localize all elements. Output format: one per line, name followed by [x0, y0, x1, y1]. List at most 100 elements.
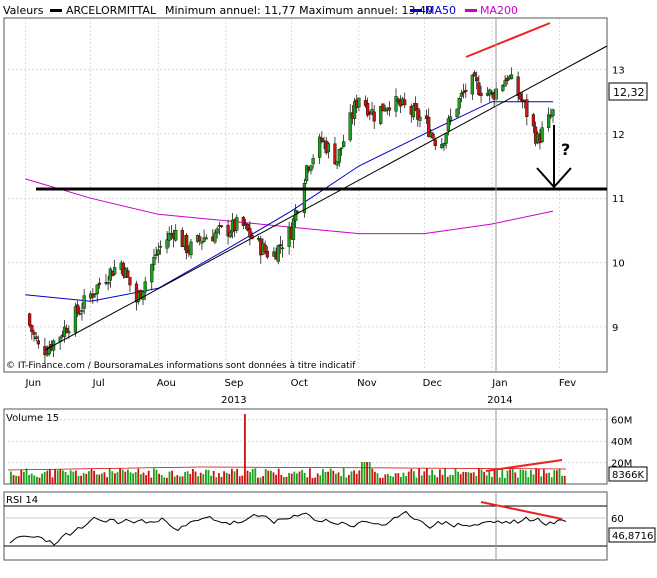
volume-bar [457, 471, 459, 484]
candle-body [442, 143, 446, 147]
volume-bar [251, 468, 254, 484]
month-label: Dec [423, 378, 442, 389]
source-note: © IT-Finance.com / BoursoramaLes informa… [6, 360, 356, 371]
candle-body [276, 245, 280, 262]
volume-bar [413, 471, 415, 484]
volume-bar [488, 469, 491, 484]
volume-bar [454, 468, 457, 484]
volume-bar [316, 473, 319, 484]
volume-bar [436, 477, 439, 484]
volume-bar [41, 473, 43, 484]
volume-bar [553, 470, 556, 484]
volume-bar [171, 470, 173, 484]
volume-bar [220, 476, 223, 484]
volume-bar [433, 474, 436, 484]
candle-body [226, 224, 230, 237]
candle-body [128, 277, 132, 286]
volume-bar [277, 468, 280, 484]
volume-bar [345, 477, 348, 484]
volume-bar [407, 471, 410, 484]
candle-body [156, 249, 160, 255]
candle-body [531, 114, 535, 127]
valeurs-label: Valeurs [3, 4, 44, 17]
candle-body [143, 281, 147, 293]
volume-bar [470, 472, 472, 484]
candle-body [263, 244, 267, 252]
volume-bar [509, 469, 511, 484]
month-label: Oct [291, 378, 308, 389]
volume-bar [116, 472, 119, 484]
volume-bar [389, 476, 392, 484]
volume-bar [527, 477, 530, 484]
candle-body [503, 80, 507, 87]
volume-bar [483, 471, 485, 484]
question-mark: ? [561, 140, 570, 159]
volume-bar [514, 472, 517, 484]
candle-body [518, 93, 522, 100]
candle-body [501, 84, 505, 91]
candle-body [43, 346, 47, 356]
candle-body [246, 223, 250, 231]
volume-bar [475, 475, 478, 484]
volume-bar [186, 471, 189, 484]
candle-body [477, 82, 481, 95]
candle-body [337, 148, 341, 163]
candle-body [462, 91, 466, 94]
volume-bar [43, 472, 46, 484]
volume-bar [306, 477, 309, 484]
volume-bar [418, 468, 420, 484]
candle-body [457, 98, 461, 109]
volume-bar [267, 470, 270, 484]
candle-body [379, 106, 383, 124]
volume-bar [67, 474, 69, 484]
volume-bar [150, 477, 153, 484]
volume-bar [371, 468, 374, 484]
volume-bar [504, 477, 506, 484]
candle-body [339, 147, 344, 150]
volume-bar [207, 469, 210, 484]
volume-bar [545, 473, 548, 484]
volume-bar [563, 475, 566, 484]
volume-bar [275, 474, 277, 484]
price-y-tick: 11 [612, 194, 625, 205]
volume-bar [446, 476, 449, 484]
volume-bar [543, 469, 545, 484]
volume-bar [506, 470, 509, 484]
candle-body [73, 306, 78, 333]
uptrend-line [44, 45, 608, 351]
volume-bar [59, 469, 62, 484]
candle-body [32, 331, 36, 335]
candle-body [383, 110, 387, 112]
candle-body [278, 244, 283, 247]
volume-bar [283, 476, 285, 484]
year-label: 2014 [487, 395, 512, 406]
volume-bar [176, 475, 179, 484]
volume-bar [257, 477, 259, 484]
volume-bar [501, 469, 504, 484]
volume-bar [303, 472, 306, 484]
candle-body [366, 103, 370, 116]
volume-bar [249, 472, 251, 484]
volume-bar [147, 470, 150, 484]
volume-bar [189, 474, 192, 484]
volume-bar [192, 469, 194, 484]
volume-bar [332, 470, 335, 484]
volume-bar [132, 473, 134, 484]
candle-body [333, 143, 337, 165]
volume-bar [392, 476, 394, 484]
volume-trend-line [485, 459, 563, 472]
candle-body [154, 254, 158, 256]
volume-bar [103, 472, 106, 484]
candle-body [219, 225, 224, 228]
price-y-tick: 13 [612, 65, 625, 76]
volume-bar [491, 476, 493, 484]
volume-bar [524, 470, 527, 484]
candle-body [189, 241, 193, 256]
candle-body [78, 313, 82, 315]
volume-bar [106, 477, 108, 484]
candle-body [479, 92, 483, 96]
volume-bar [108, 468, 111, 484]
volume-bar [77, 475, 80, 484]
volume-bar [241, 475, 244, 484]
volume-bar [511, 468, 514, 484]
